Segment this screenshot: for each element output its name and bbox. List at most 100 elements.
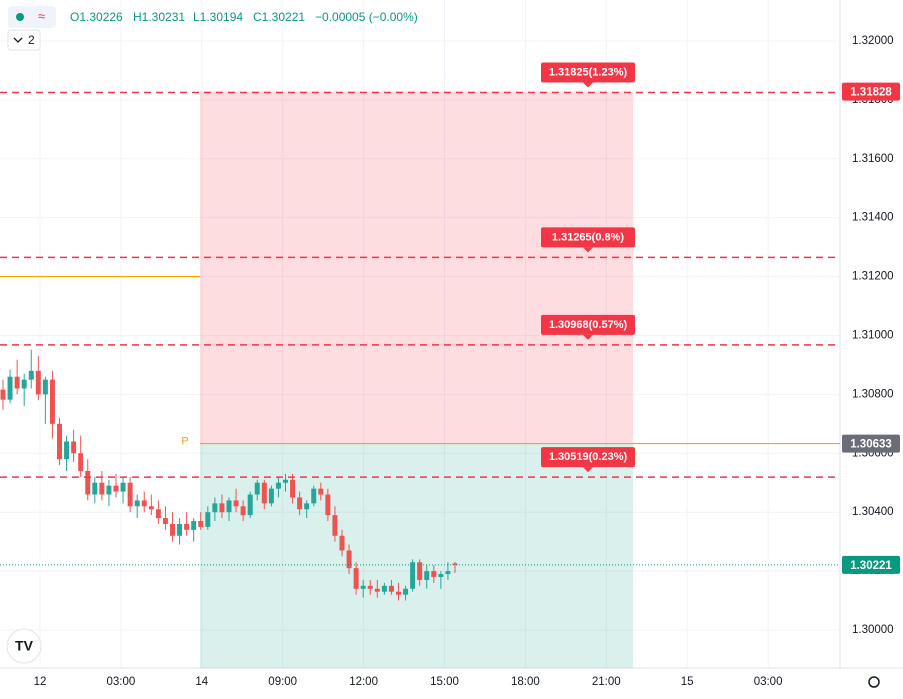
tv-logo[interactable]: TV: [6, 628, 42, 664]
candle-body: [28, 370, 34, 380]
x-tick-label: 12: [34, 676, 47, 688]
candles: [0, 349, 458, 601]
y-tick-label: 1.30800: [852, 388, 894, 400]
candle-body: [417, 562, 423, 580]
candle-body: [311, 488, 317, 504]
candle-body: [353, 568, 359, 589]
price-tag: [842, 434, 900, 453]
candle-body: [325, 494, 331, 516]
candle-body: [92, 482, 98, 495]
stop-zone: [200, 91, 633, 444]
candle-body: [424, 571, 430, 580]
candle-body: [297, 497, 303, 510]
target-label-box: [541, 447, 635, 468]
candle-body: [99, 482, 105, 495]
y-tick-label: 1.30000: [852, 624, 894, 636]
logo-circle: [6, 628, 42, 664]
candle-body: [275, 482, 281, 489]
indicator-count: 2: [28, 33, 35, 47]
candle-body: [170, 523, 175, 536]
x-tick-label: 21:00: [592, 676, 621, 688]
x-tick-label: 14: [195, 676, 208, 688]
wave-icon: ≈: [38, 8, 45, 23]
candle-body: [155, 509, 161, 519]
candle-body: [431, 571, 437, 577]
candle-body: [261, 482, 267, 504]
candle-body: [85, 470, 91, 495]
symbol-pill[interactable]: [8, 6, 56, 28]
candle-body: [14, 376, 20, 389]
x-tick-label: 03:00: [107, 676, 136, 688]
candle-body: [42, 379, 48, 395]
y-tick-label: 1.31200: [852, 271, 894, 283]
candle-body: [452, 563, 458, 565]
high-value: H1.30231: [133, 10, 185, 24]
candle-body: [177, 523, 183, 536]
pivot-label: P: [181, 435, 188, 447]
price-tag-label: 1.30221: [850, 560, 892, 572]
candle-body: [247, 494, 253, 516]
candle-body: [240, 506, 246, 516]
grid: [0, 0, 840, 668]
y-tick-label: 1.31000: [852, 330, 894, 342]
target-label-pointer: [583, 467, 593, 473]
candle-body: [388, 585, 394, 592]
x-tick-label: 09:00: [268, 676, 297, 688]
candle-body: [219, 503, 225, 513]
candle-body: [381, 585, 387, 592]
x-tick-label: 18:00: [511, 676, 540, 688]
target-label-box: [541, 314, 635, 335]
target-label-box: [541, 227, 635, 248]
candle-body: [57, 423, 62, 460]
target-label: 1.30968(0.57%): [549, 319, 628, 331]
status-dot: [16, 13, 24, 21]
candle-body: [396, 591, 401, 595]
candle-body: [367, 585, 373, 589]
candle-body: [226, 500, 232, 513]
target-label-pointer: [583, 247, 593, 253]
candle-body: [191, 521, 197, 530]
candle-body: [445, 571, 451, 575]
candle-body: [339, 535, 345, 551]
candle-body: [332, 515, 338, 536]
candle-body: [268, 488, 274, 504]
candle-body: [141, 500, 147, 507]
logo-mark: TV: [15, 638, 34, 654]
gear-icon: [868, 676, 880, 688]
candle-body: [205, 512, 211, 527]
target-label-pointer: [583, 82, 593, 88]
candle-body: [21, 379, 27, 389]
price-tag: [842, 82, 900, 101]
low-value: L1.30194: [193, 10, 243, 24]
x-tick-label: 15:00: [430, 676, 459, 688]
x-tick-label: 03:00: [754, 676, 783, 688]
target-label-pointer: [583, 334, 593, 340]
indicator-toggle[interactable]: [7, 29, 41, 51]
price-tag-label: 1.31828: [850, 87, 892, 99]
candle-body: [148, 506, 154, 510]
candle-body: [7, 376, 13, 400]
change-value: −0.00005 (−0.00%): [315, 10, 418, 24]
target-label: 1.31825(1.23%): [549, 66, 628, 78]
candle-body: [49, 379, 55, 424]
x-tick-label: 12:00: [349, 676, 378, 688]
y-tick-label: 1.30400: [852, 506, 894, 518]
candle-body: [254, 482, 260, 495]
close-value: C1.30221: [253, 10, 305, 24]
candle-body: [346, 550, 352, 569]
candle-body: [64, 441, 70, 460]
position-zones: [200, 91, 633, 668]
settings-icon[interactable]: [868, 676, 880, 688]
candle-body: [113, 485, 119, 492]
candle-body: [403, 588, 409, 595]
candle-body: [35, 370, 41, 395]
y-tick-label: 1.32000: [852, 35, 894, 47]
price-tag-label: 1.30633: [850, 439, 892, 451]
candle-body: [134, 500, 140, 507]
target-zone: [200, 443, 633, 668]
price-tag: [842, 555, 900, 574]
candle-body: [283, 479, 288, 483]
candle-body: [318, 488, 324, 495]
